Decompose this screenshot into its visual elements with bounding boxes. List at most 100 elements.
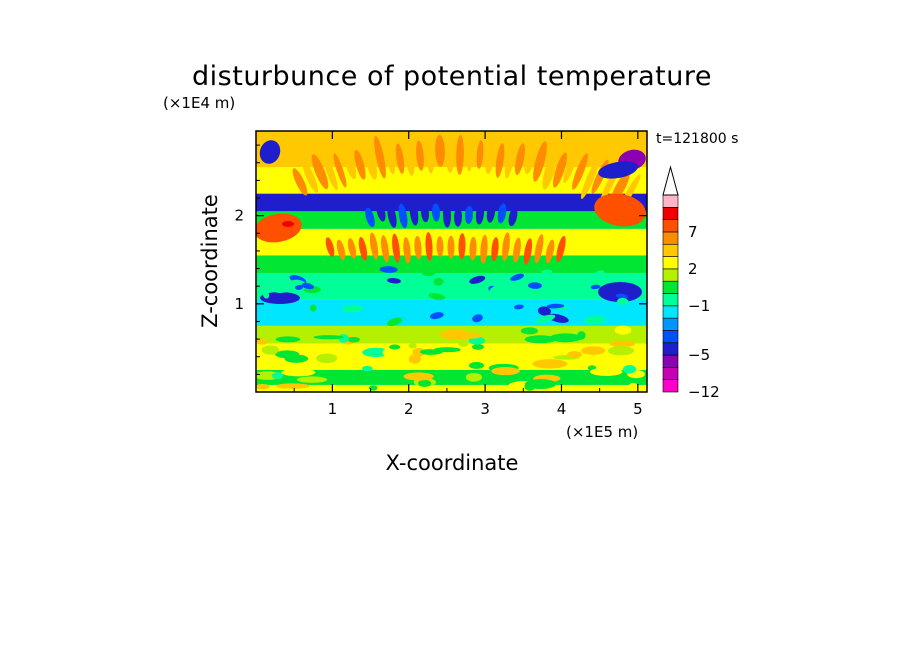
cold-blob bbox=[598, 161, 638, 179]
wave-crest bbox=[414, 235, 422, 260]
colorbar-swatch bbox=[662, 280, 679, 294]
field-patch bbox=[472, 344, 484, 350]
wave-crest bbox=[533, 141, 547, 182]
field-patch bbox=[491, 367, 520, 376]
colorbar-swatch bbox=[662, 342, 679, 356]
cold-core bbox=[420, 203, 430, 223]
wave-crest bbox=[325, 237, 335, 257]
field-patch bbox=[429, 312, 444, 320]
plot-frame bbox=[255, 130, 648, 393]
field-patch bbox=[361, 365, 373, 372]
field-patch bbox=[275, 336, 301, 343]
field-patch bbox=[510, 273, 525, 281]
x-tick-label: 4 bbox=[557, 400, 567, 418]
field-patch bbox=[296, 376, 328, 383]
field-patch bbox=[513, 304, 524, 310]
wave-crest bbox=[480, 234, 488, 264]
chart-title: disturbunce of potential temperature bbox=[192, 61, 712, 92]
colorbar-swatch bbox=[662, 367, 679, 380]
cold-core bbox=[365, 207, 375, 228]
colorbar-swatch bbox=[662, 317, 679, 331]
colorbar-swatch bbox=[662, 379, 679, 393]
field-patch bbox=[347, 336, 360, 343]
y-tick-label: 2 bbox=[234, 207, 244, 225]
wave-crest bbox=[322, 152, 338, 191]
wave-crest bbox=[347, 238, 357, 259]
wave-crest bbox=[476, 140, 484, 169]
wave-crest bbox=[301, 159, 319, 193]
field-patch bbox=[280, 278, 295, 287]
field-patch bbox=[590, 284, 601, 290]
field-patch bbox=[524, 379, 557, 389]
field-patch bbox=[546, 303, 565, 309]
x-tick-label: 3 bbox=[480, 400, 490, 418]
wave-crest bbox=[311, 154, 329, 190]
field-patch bbox=[342, 304, 363, 313]
field-patch bbox=[364, 282, 373, 293]
field-patch bbox=[317, 263, 339, 274]
x-tick-label: 5 bbox=[633, 400, 643, 418]
wave-crest bbox=[572, 153, 588, 190]
field-patch bbox=[382, 347, 400, 358]
wave-crest bbox=[292, 168, 308, 196]
wave-crest bbox=[446, 141, 454, 173]
wave-crest bbox=[354, 149, 366, 180]
wave-crest bbox=[563, 151, 577, 183]
field-patch bbox=[595, 270, 605, 278]
cold-blob bbox=[259, 140, 281, 164]
field-patch bbox=[465, 372, 483, 382]
cold-core bbox=[464, 205, 474, 225]
field-patch bbox=[301, 282, 314, 290]
wave-crest bbox=[523, 238, 533, 265]
field-patch bbox=[617, 297, 629, 306]
field-patch bbox=[567, 273, 581, 283]
field-patch bbox=[622, 364, 637, 374]
colorbar-swatch bbox=[662, 219, 679, 233]
field-patch bbox=[421, 268, 437, 277]
field-patch bbox=[581, 346, 606, 355]
wave-crest bbox=[466, 139, 474, 172]
time-label: t=121800 s bbox=[656, 131, 738, 147]
wave-crest bbox=[343, 149, 357, 180]
field-patch bbox=[432, 273, 444, 280]
wave-crest bbox=[552, 152, 568, 188]
field-patch bbox=[614, 325, 632, 335]
colorbar-swatch bbox=[662, 354, 679, 368]
field-patch bbox=[532, 359, 568, 369]
x-tick-label: 2 bbox=[404, 400, 414, 418]
wave-crest bbox=[545, 239, 555, 264]
wave-crest bbox=[395, 143, 405, 174]
wave-crest bbox=[425, 232, 433, 261]
field-patch bbox=[472, 314, 483, 323]
colorbar-label: −12 bbox=[688, 383, 720, 401]
field-patch bbox=[256, 384, 270, 390]
field-patch bbox=[419, 349, 439, 355]
field-patch bbox=[468, 362, 485, 369]
wave-crest bbox=[556, 235, 566, 263]
wave-crest bbox=[542, 149, 558, 190]
wave-crest bbox=[405, 144, 415, 176]
field-patch bbox=[567, 351, 583, 358]
field-patch bbox=[256, 338, 268, 345]
cold-core bbox=[398, 203, 408, 229]
wave-crest bbox=[336, 239, 346, 260]
wave-crest bbox=[403, 237, 411, 264]
field-patch bbox=[418, 379, 432, 387]
field-patch bbox=[469, 275, 486, 284]
field-patch bbox=[275, 383, 310, 389]
field-patch bbox=[489, 283, 511, 293]
plot-area bbox=[256, 131, 647, 392]
field-patch bbox=[609, 340, 636, 348]
wave-crest bbox=[358, 237, 368, 261]
field-patch bbox=[408, 354, 421, 364]
wave-crest bbox=[515, 143, 525, 176]
y-axis-label: Z-coordinate bbox=[198, 194, 222, 328]
field-patch bbox=[524, 335, 556, 344]
field-patch bbox=[262, 290, 270, 299]
colorbar-swatch bbox=[662, 194, 679, 208]
cold-blob bbox=[260, 292, 300, 304]
field-patch bbox=[433, 347, 461, 353]
field-patch bbox=[362, 347, 390, 358]
field-patch bbox=[520, 327, 538, 335]
colorbar-swatch bbox=[662, 293, 679, 307]
